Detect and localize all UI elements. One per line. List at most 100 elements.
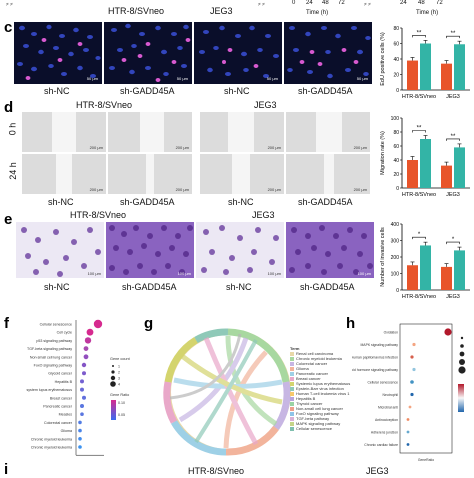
significance-bracket: [446, 241, 460, 245]
chord-legend-item: Pancreatic cancer: [290, 371, 354, 376]
wound-gap: [286, 112, 370, 152]
panel-e-label-0: sh-NC: [44, 282, 70, 292]
y-tick-label: 100: [391, 272, 400, 278]
y-tick-label: 20: [393, 172, 399, 178]
bar: [454, 250, 465, 290]
p-colorbar: [458, 384, 464, 412]
term-label: Thyroid hormone signaling pathway: [352, 368, 398, 372]
wound-image-htr-shnc-24h: 200 μm: [22, 154, 106, 194]
edu-image-jeg3-shgadd45a: 50 μm: [284, 22, 372, 84]
term-dot: [406, 418, 410, 421]
wound-image-htr-shnc-0h: 200 μm: [22, 112, 106, 152]
edu-nuclei: [109, 23, 191, 82]
wound-gap: [108, 154, 192, 194]
y-axis-label: Migration rate (%): [380, 131, 386, 175]
chord-legend-swatch: [290, 426, 294, 431]
invasion-image-jeg3-shnc: 100 μm: [196, 222, 284, 278]
term-dot: [406, 430, 410, 434]
term-label: Glycoid cancer: [48, 372, 73, 376]
panel-e-label-2: sh-NC: [226, 282, 252, 292]
chord-legend-item: Thyroid cancer: [290, 401, 354, 406]
term-dot: [84, 337, 92, 344]
term-label: FoxO signaling pathway: [34, 364, 73, 368]
bar: [407, 60, 418, 90]
chord-legend-swatch: [290, 396, 294, 401]
term-label: Measles: [59, 413, 73, 417]
y-tick-label: 80: [393, 130, 399, 136]
chord-legend-label: Colorectal cancer: [296, 361, 328, 366]
chord-legend-item: TGF-beta pathway: [290, 416, 354, 421]
wound-image-jeg3-shnc-24h: 200 μm: [200, 154, 284, 194]
chord-legend-swatch: [290, 361, 294, 366]
term-dot: [78, 428, 82, 433]
chord-legend-swatch: [290, 366, 294, 371]
scale-bar-label: 200 μm: [353, 145, 367, 150]
term-label: Oxidation: [384, 330, 398, 334]
scale-bar-label: 50 μm: [86, 76, 98, 81]
term-dot: [412, 342, 416, 347]
panel-d-row-0h: 0 h: [7, 122, 18, 136]
invasion-image-htr-shgadd45a: 100 μm: [106, 222, 194, 278]
legend-count-value: 4: [118, 383, 120, 387]
legend-count-dot: [110, 375, 116, 381]
bar: [420, 139, 431, 188]
top-marker-mid: ≠ ≠: [258, 2, 265, 8]
bar: [441, 266, 452, 290]
bottom-cell-line-left: HTR-8/SVneo: [188, 466, 245, 476]
panel-d-label-1: sh-GADD45A: [120, 197, 175, 207]
bar: [441, 165, 452, 188]
chord-legend-item: Colorectal cancer: [290, 361, 354, 366]
chord-legend-swatch: [290, 371, 294, 376]
legend-size-dot: [460, 344, 464, 348]
wound-image-htr-shgadd45a-0h: 200 μm: [108, 112, 192, 152]
chord-legend-item: Cellular senescence: [290, 426, 354, 431]
y-tick-label: 300: [391, 239, 400, 245]
panel-d-label-2: sh-NC: [228, 197, 254, 207]
y-tick-label: 60: [393, 42, 399, 48]
panel-d-row-24h: 24 h: [7, 162, 18, 180]
term-label: MAPK signaling pathway: [360, 343, 398, 347]
panel-e-label-3: sh-GADD45A: [300, 282, 355, 292]
term-dot: [82, 395, 86, 400]
term-dot: [410, 380, 414, 384]
chord-legend: Term Renal cell carcinoma Chronic myeloid…: [290, 346, 354, 431]
term-label: Adherens junction: [371, 430, 398, 434]
panel-d-header-left: HTR-8/SVneo: [76, 100, 133, 110]
category-label: JEG3: [446, 94, 460, 100]
wound-gap: [200, 154, 284, 194]
term-dot: [80, 412, 84, 416]
chord-legend-item: Breast cancer: [290, 376, 354, 381]
term-label: Breast cancer: [50, 396, 73, 400]
chord-legend-item: FoxO signaling pathway: [290, 411, 354, 416]
term-label: Colorectal cancer: [44, 421, 73, 425]
chord-legend-label: Breast cancer: [296, 376, 321, 381]
kegg-dotplot-f: Cellular senescence Cell cycle p53 signali…: [26, 319, 131, 456]
kegg-dotplot-h: Oxidation MAPK signaling pathway Human pap…: [352, 323, 466, 462]
term-dot: [444, 328, 452, 336]
invasion-stain: [286, 222, 374, 278]
bar: [420, 43, 431, 90]
chord-legend-label: Chronic myeloid leukemia: [296, 356, 342, 361]
top-time-left-48: 48: [322, 0, 329, 6]
term-dot: [80, 404, 84, 408]
chord-legend-item: Epstein-Barr virus infection: [290, 386, 354, 391]
chord-legend-label: Cellular senescence: [296, 426, 333, 431]
term-label: Microbial anti: [378, 405, 398, 409]
chord-legend-swatch: [290, 401, 294, 406]
panel-c-label-2: sh-NC: [224, 86, 250, 96]
chord-ribbons: [169, 333, 283, 449]
y-axis-label: Number of invasive cells: [380, 227, 386, 287]
wound-image-jeg3-shgadd45a-0h: 200 μm: [286, 112, 370, 152]
y-tick-label: 0: [396, 288, 399, 294]
term-label: Cellular senescence: [367, 380, 398, 384]
panel-d-label-3: sh-GADD45A: [298, 197, 353, 207]
y-axis-label: EdU positive cells (%): [380, 32, 386, 86]
significance-bracket: [412, 35, 426, 38]
chord-legend-label: Pancreatic cancer: [296, 371, 329, 376]
scale-bar-label: 50 μm: [176, 76, 188, 81]
bar: [441, 63, 452, 90]
term-dot: [80, 379, 84, 384]
y-tick-label: 0: [396, 88, 399, 94]
category-label: HTR-8/SVneo: [402, 192, 436, 198]
legend-size-dot: [459, 359, 465, 365]
